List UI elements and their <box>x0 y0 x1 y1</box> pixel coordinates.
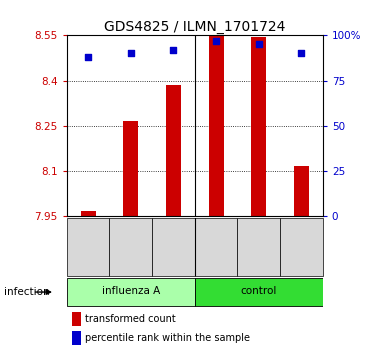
Point <box>298 51 304 56</box>
Title: GDS4825 / ILMN_1701724: GDS4825 / ILMN_1701724 <box>104 21 285 34</box>
Bar <box>251 37 266 216</box>
Bar <box>237 218 280 276</box>
Point <box>171 47 177 53</box>
Bar <box>109 218 152 276</box>
Bar <box>123 121 138 216</box>
Bar <box>195 218 237 276</box>
Text: control: control <box>240 286 277 296</box>
Bar <box>72 331 81 345</box>
Bar <box>81 211 96 216</box>
Bar <box>209 36 224 216</box>
Text: transformed count: transformed count <box>85 314 175 324</box>
Bar <box>152 218 195 276</box>
Text: infection: infection <box>4 287 49 297</box>
Point <box>256 41 262 47</box>
Text: influenza A: influenza A <box>102 286 160 296</box>
Bar <box>67 218 109 276</box>
Bar <box>280 218 323 276</box>
Point <box>128 51 134 56</box>
Bar <box>67 278 195 306</box>
Point <box>213 38 219 44</box>
Bar <box>166 85 181 216</box>
Text: percentile rank within the sample: percentile rank within the sample <box>85 333 250 343</box>
Bar <box>72 312 81 326</box>
Bar <box>195 278 323 306</box>
Bar <box>294 166 309 216</box>
Point <box>85 54 91 60</box>
